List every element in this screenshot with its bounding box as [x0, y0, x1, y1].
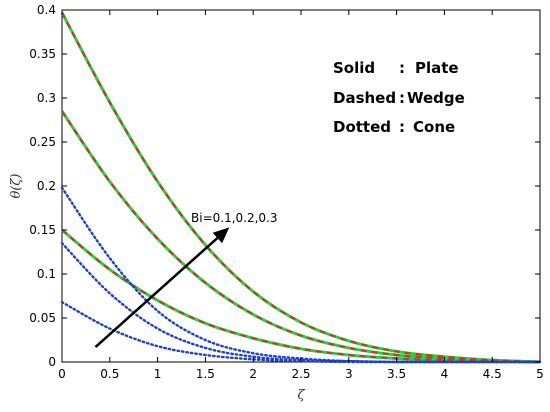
- y-axis-label: θ(ζ): [9, 173, 24, 198]
- bi-arrow-head: [212, 227, 230, 244]
- legend-entry-dotted: Dotted : Cone: [333, 118, 455, 136]
- x-tick-label: 3.5: [387, 367, 406, 381]
- legend-style-label: Solid: [333, 59, 375, 77]
- y-tick-label: 0.25: [29, 135, 56, 149]
- legend-separator: :: [399, 59, 405, 77]
- y-tick-label: 0.4: [37, 3, 56, 17]
- x-tick-label: 1: [154, 367, 162, 381]
- legend-style-label: Dashed: [333, 89, 396, 107]
- bi-annotation-label: Bi=0.1,0.2,0.3: [191, 211, 278, 225]
- x-tick-label: 5: [536, 367, 544, 381]
- legend-geometry-label: Cone: [413, 118, 455, 136]
- y-tick-label: 0.3: [37, 91, 56, 105]
- y-tick-label: 0.1: [37, 267, 56, 281]
- series-line-wedge-bi-0.2: [61, 110, 541, 363]
- bi-annotation: Bi=0.1,0.2,0.3: [94, 211, 278, 348]
- x-tick-label: 0.5: [100, 367, 119, 381]
- y-tick-label: 0: [48, 355, 56, 369]
- x-axis-label: ζ: [297, 388, 305, 403]
- x-tick-label: 1.5: [196, 367, 215, 381]
- legend-geometry-label: Plate: [415, 59, 459, 77]
- x-tick-label: 2: [249, 367, 257, 381]
- x-tick-label: 4: [441, 367, 449, 381]
- legend-style-label: Dotted: [333, 118, 391, 136]
- ticks-layer: 0 0.5 1 1.5 2 2.5 3 3.5 4 4.5 5 0 0.05 0.1 0.15 0.2 0.25…: [29, 3, 544, 381]
- legend-entry-dashed: Dashed : Wedge: [333, 89, 465, 107]
- y-tick-label: 0.2: [37, 179, 56, 193]
- series-line-wedge-bi-0.3: [61, 12, 541, 363]
- plot-area: 0 0.5 1 1.5 2 2.5 3 3.5 4 4.5 5 0 0.05 0.1 0.15 0.2 0.25…: [29, 3, 544, 381]
- legend-geometry-label: Wedge: [407, 89, 465, 107]
- y-tick-label: 0.15: [29, 223, 56, 237]
- x-tick-label: 0: [58, 367, 66, 381]
- x-tick-label: 2.5: [291, 367, 310, 381]
- x-tick-label: 3: [345, 367, 353, 381]
- x-tick-label: 4.5: [483, 367, 502, 381]
- legend-separator: :: [399, 89, 405, 107]
- y-tick-label: 0.35: [29, 47, 56, 61]
- legend: Solid : Plate Dashed : Wedge Dotted : Co…: [333, 59, 465, 136]
- series-line-cone-bi-0.3: [60, 186, 542, 364]
- legend-entry-solid: Solid : Plate: [333, 59, 459, 77]
- legend-separator: :: [399, 118, 405, 136]
- y-tick-label: 0.05: [29, 311, 56, 325]
- bi-arrow: [94, 237, 219, 348]
- series-line-wedge-bi-0.1: [61, 229, 541, 363]
